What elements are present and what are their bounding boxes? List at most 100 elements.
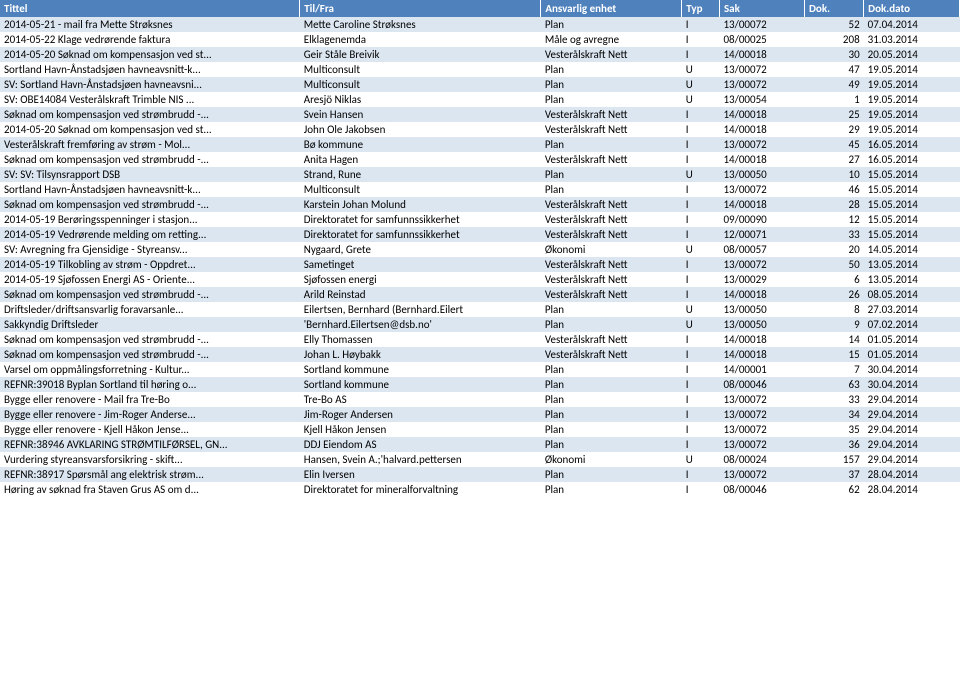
cell-enhet: Økonomi (541, 242, 682, 257)
cell-tittel: Vurdering styreansvarsforsikring - skift… (0, 452, 300, 467)
table-row: Sortland Havn-Ånstadsjøen havneavsnitt-k… (0, 182, 960, 197)
cell-type: I (682, 122, 720, 137)
cell-tilfra: John Ole Jakobsen (300, 122, 541, 137)
cell-tilfra: Direktoratet for mineralforvaltning (300, 482, 541, 497)
cell-enhet: Vesterålskraft Nett (541, 212, 682, 227)
col-header-dok: Dok. (804, 0, 863, 17)
cell-dok: 1 (804, 92, 863, 107)
cell-tittel: Høring av søknad fra Staven Grus AS om d… (0, 482, 300, 497)
cell-dok: 36 (804, 437, 863, 452)
cell-tittel: 2014-05-20 Søknad om kompensasjon ved st… (0, 122, 300, 137)
cell-tilfra: Multiconsult (300, 77, 541, 92)
cell-type: I (682, 377, 720, 392)
cell-dok: 47 (804, 62, 863, 77)
cell-type: I (682, 392, 720, 407)
cell-type: I (682, 182, 720, 197)
cell-dok: 50 (804, 257, 863, 272)
cell-dato: 14.05.2014 (864, 242, 960, 257)
table-row: Søknad om kompensasjon ved strømbrudd -.… (0, 347, 960, 362)
cell-dok: 63 (804, 377, 863, 392)
cell-sak: 14/00018 (719, 347, 804, 362)
cell-enhet: Økonomi (541, 452, 682, 467)
cell-dato: 19.05.2014 (864, 92, 960, 107)
cell-tittel: Søknad om kompensasjon ved strømbrudd -.… (0, 332, 300, 347)
cell-tittel: Bygge eller renovere - Jim-Roger Anderse… (0, 407, 300, 422)
cell-tilfra: Svein Hansen (300, 107, 541, 122)
table-row: Høring av søknad fra Staven Grus AS om d… (0, 482, 960, 497)
cell-enhet: Vesterålskraft Nett (541, 227, 682, 242)
cell-type: I (682, 407, 720, 422)
cell-tittel: REFNR:39018 Byplan Sortland til høring o… (0, 377, 300, 392)
cell-sak: 14/00018 (719, 47, 804, 62)
cell-type: I (682, 422, 720, 437)
cell-enhet: Plan (541, 167, 682, 182)
cell-type: I (682, 17, 720, 32)
table-row: 2014-05-22 Klage vedrørende fakturaElkla… (0, 32, 960, 47)
cell-dato: 15.05.2014 (864, 227, 960, 242)
cell-dok: 35 (804, 422, 863, 437)
cell-dok: 28 (804, 197, 863, 212)
cell-tilfra: Anita Hagen (300, 152, 541, 167)
cell-enhet: Måle og avregne (541, 32, 682, 47)
cell-sak: 13/00072 (719, 62, 804, 77)
cell-type: I (682, 137, 720, 152)
cell-tittel: Søknad om kompensasjon ved strømbrudd -.… (0, 107, 300, 122)
cell-dok: 157 (804, 452, 863, 467)
cell-tilfra: Nygaard, Grete (300, 242, 541, 257)
cell-tittel: Vesterålskraft fremføring av strøm - Mol… (0, 137, 300, 152)
cell-tittel: SV: Avregning fra Gjensidige - Styreansv… (0, 242, 300, 257)
cell-dato: 16.05.2014 (864, 137, 960, 152)
cell-dok: 27 (804, 152, 863, 167)
cell-sak: 13/00029 (719, 272, 804, 287)
table-row: Søknad om kompensasjon ved strømbrudd -.… (0, 107, 960, 122)
cell-tilfra: Elly Thomassen (300, 332, 541, 347)
cell-sak: 13/00072 (719, 467, 804, 482)
cell-dok: 10 (804, 167, 863, 182)
cell-tittel: Søknad om kompensasjon ved strømbrudd -.… (0, 347, 300, 362)
cell-tittel: 2014-05-19 Vedrørende melding om retting… (0, 227, 300, 242)
journal-table: Tittel Til/Fra Ansvarlig enhet Typ Sak D… (0, 0, 960, 497)
table-row: Bygge eller renovere - Jim-Roger Anderse… (0, 407, 960, 422)
cell-tilfra: Karstein Johan Molund (300, 197, 541, 212)
cell-dok: 7 (804, 362, 863, 377)
cell-sak: 14/00018 (719, 107, 804, 122)
cell-dato: 19.05.2014 (864, 122, 960, 137)
table-row: Bygge eller renovere - Kjell Håkon Jense… (0, 422, 960, 437)
cell-enhet: Vesterålskraft Nett (541, 287, 682, 302)
cell-dok: 52 (804, 17, 863, 32)
cell-sak: 13/00072 (719, 422, 804, 437)
cell-dok: 46 (804, 182, 863, 197)
cell-type: I (682, 212, 720, 227)
cell-enhet: Plan (541, 422, 682, 437)
col-header-sak: Sak (719, 0, 804, 17)
cell-sak: 13/00050 (719, 317, 804, 332)
cell-tittel: Bygge eller renovere - Mail fra Tre-Bo (0, 392, 300, 407)
table-row: Varsel om oppmålingsforretning - Kultur.… (0, 362, 960, 377)
table-row: SV: SV: Tilsynsrapport DSBStrand, RunePl… (0, 167, 960, 182)
cell-tilfra: Sametinget (300, 257, 541, 272)
cell-dok: 34 (804, 407, 863, 422)
cell-type: I (682, 257, 720, 272)
cell-tilfra: Elklagenemda (300, 32, 541, 47)
cell-sak: 14/00018 (719, 332, 804, 347)
cell-tilfra: Sortland kommune (300, 377, 541, 392)
cell-sak: 08/00057 (719, 242, 804, 257)
cell-enhet: Plan (541, 92, 682, 107)
cell-tittel: Sortland Havn-Ånstadsjøen havneavsnitt-k… (0, 182, 300, 197)
table-row: 2014-05-20 Søknad om kompensasjon ved st… (0, 47, 960, 62)
cell-type: U (682, 317, 720, 332)
table-row: 2014-05-20 Søknad om kompensasjon ved st… (0, 122, 960, 137)
cell-type: I (682, 152, 720, 167)
cell-enhet: Vesterålskraft Nett (541, 152, 682, 167)
cell-dato: 15.05.2014 (864, 167, 960, 182)
cell-tittel: Sortland Havn-Ånstadsjøen havneavsnitt-k… (0, 62, 300, 77)
cell-dok: 29 (804, 122, 863, 137)
cell-enhet: Vesterålskraft Nett (541, 332, 682, 347)
table-row: Sakkyndig Driftsleder'Bernhard.Eilertsen… (0, 317, 960, 332)
table-row: 2014-05-19 Sjøfossen Energi AS - Oriente… (0, 272, 960, 287)
cell-tittel: Varsel om oppmålingsforretning - Kultur.… (0, 362, 300, 377)
cell-enhet: Plan (541, 62, 682, 77)
cell-tittel: 2014-05-19 Sjøfossen Energi AS - Oriente… (0, 272, 300, 287)
cell-tilfra: Eilertsen, Bernhard (Bernhard.Eilert (300, 302, 541, 317)
cell-tilfra: Jim-Roger Andersen (300, 407, 541, 422)
